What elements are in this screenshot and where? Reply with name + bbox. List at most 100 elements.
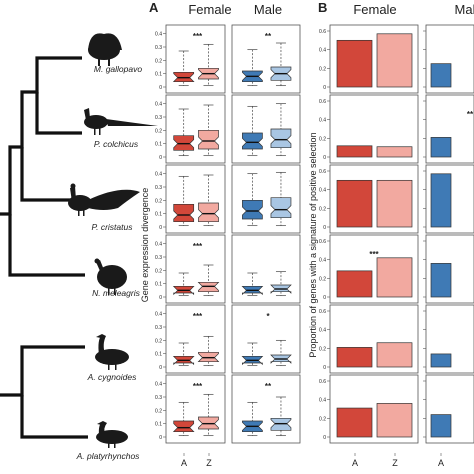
box-male-Z xyxy=(270,197,292,219)
y-tick-label: 0.1 xyxy=(155,212,162,218)
box-female-A xyxy=(172,420,195,433)
significance-mark: ** xyxy=(265,32,272,41)
y-tick-label: 0.3 xyxy=(155,395,162,401)
y-tick-label: 0.1 xyxy=(155,422,162,428)
bar-panel-frame xyxy=(425,24,474,94)
bar-panel-frame xyxy=(425,374,474,444)
y-tick-label: 0.1 xyxy=(155,282,162,288)
y-tick-label: 0.3 xyxy=(155,325,162,331)
y-tick-label: 0.4 xyxy=(319,118,326,124)
y-axis-label-b: Proportion of genes with a signature of … xyxy=(308,132,318,357)
y-tick-label: 0.2 xyxy=(319,206,326,212)
y-tick-label: 0.4 xyxy=(155,382,162,388)
y-tick-label: 0.6 xyxy=(319,29,326,35)
species-label: N. meleagris xyxy=(92,288,140,298)
bar-male-A xyxy=(430,63,452,88)
significance-mark: ** xyxy=(467,110,474,119)
panel-label-a: A xyxy=(149,0,159,15)
bar-female-A xyxy=(336,270,373,298)
y-tick-label: 0.4 xyxy=(155,242,162,248)
goose-icon xyxy=(95,334,129,370)
y-tick-label: 0 xyxy=(159,295,162,301)
bar-female-Z xyxy=(376,403,413,438)
box-panel-frame xyxy=(231,234,301,304)
bar-female-Z xyxy=(376,33,413,88)
y-tick-label: 0 xyxy=(159,435,162,441)
y-tick-label: 0.4 xyxy=(155,32,162,38)
box-male-A xyxy=(242,199,263,220)
bar-male-A xyxy=(430,263,452,298)
bar-panel-frame xyxy=(425,304,474,374)
y-tick-label: 0 xyxy=(323,295,326,301)
bar-panel-frame xyxy=(425,94,474,164)
header-male-a: Male xyxy=(254,2,282,17)
y-tick-label: 0.6 xyxy=(319,239,326,245)
y-tick-label: 0 xyxy=(323,365,326,371)
species-label: P. cristatus xyxy=(92,222,134,232)
significance-mark: * xyxy=(266,312,270,321)
y-tick-label: 0.2 xyxy=(155,128,162,134)
significance-mark: *** xyxy=(193,242,203,251)
y-tick-label: 0.4 xyxy=(155,102,162,108)
y-tick-label: 0.6 xyxy=(319,99,326,105)
y-tick-label: 0.4 xyxy=(319,328,326,334)
y-tick-label: 0.4 xyxy=(155,172,162,178)
bar-panel-frame xyxy=(329,94,419,164)
header-female-a: Female xyxy=(188,2,231,17)
peacock-icon xyxy=(68,183,140,216)
box-panel-frame xyxy=(165,374,226,444)
y-tick-label: 0 xyxy=(159,365,162,371)
x-category-label: Z xyxy=(206,458,212,468)
y-tick-label: 0 xyxy=(323,435,326,441)
pheasant-icon xyxy=(84,108,158,135)
species-label: A. platyrhynchos xyxy=(76,451,141,461)
bar-panel-frame xyxy=(329,304,419,374)
box-panel-frame xyxy=(231,94,301,164)
y-tick-label: 0.2 xyxy=(155,268,162,274)
box-panel-frame xyxy=(231,374,301,444)
y-tick-label: 0.3 xyxy=(155,115,162,121)
bar-female-A xyxy=(336,179,373,228)
box-female-A xyxy=(173,203,195,223)
bar-female-Z xyxy=(376,257,413,298)
y-tick-label: 0.4 xyxy=(319,398,326,404)
phylogeny-tree xyxy=(0,56,88,439)
y-tick-label: 0 xyxy=(159,85,162,91)
y-tick-label: 0.6 xyxy=(319,379,326,385)
box-panel-frame xyxy=(165,304,226,374)
bar-panel-frame xyxy=(425,164,474,234)
y-tick-label: 0.4 xyxy=(319,48,326,54)
header-male-b: Mal xyxy=(455,2,474,17)
box-panel-frame xyxy=(165,94,226,164)
significance-mark: *** xyxy=(193,382,203,391)
y-tick-label: 0.6 xyxy=(319,169,326,175)
panel-label-b: B xyxy=(318,0,327,15)
bar-panel-frame xyxy=(425,234,474,304)
y-tick-label: 0 xyxy=(323,155,326,161)
x-category-label: A xyxy=(181,458,187,468)
box-panel-frame xyxy=(231,24,301,94)
bar-female-A xyxy=(336,39,373,88)
bar-male-A xyxy=(430,137,452,158)
species-label: M. gallopavo xyxy=(94,64,142,74)
y-tick-label: 0.4 xyxy=(319,188,326,194)
bar-panel-frame xyxy=(329,24,419,94)
y-tick-label: 0 xyxy=(323,85,326,91)
species-label: A. cygnoides xyxy=(87,372,137,382)
significance-mark: *** xyxy=(193,32,203,41)
y-tick-label: 0 xyxy=(159,225,162,231)
bar-female-A xyxy=(336,347,373,368)
x-category-label: A xyxy=(438,458,444,468)
y-tick-label: 0.1 xyxy=(155,352,162,358)
bar-female-A xyxy=(336,145,373,158)
panel-b-barplots: 0 0.2 0.4 0.6 0 0.2 0.4 0.6 ** 0 0.2 0.4 0.6 0 0.2 0.4 0… xyxy=(319,24,474,444)
y-tick-label: 0 xyxy=(323,225,326,231)
bar-female-A xyxy=(336,407,373,438)
y-tick-label: 0.1 xyxy=(155,72,162,78)
box-female-Z xyxy=(198,129,219,150)
bar-female-Z xyxy=(376,179,413,228)
box-panel-frame xyxy=(231,164,301,234)
y-tick-label: 0.6 xyxy=(319,309,326,315)
species-label: P. colchicus xyxy=(94,139,139,149)
